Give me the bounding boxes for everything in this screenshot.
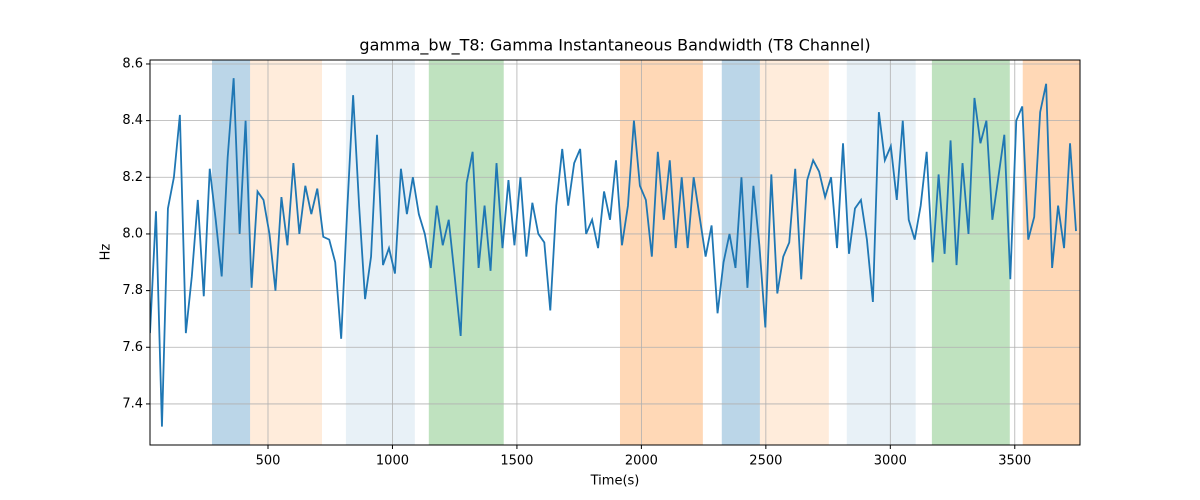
y-tick-label: 8.4 [122,113,143,128]
x-tick-label: 3500 [998,454,1031,469]
x-tick-label: 1500 [500,454,533,469]
shaded-span [619,60,703,445]
shaded-span [345,60,415,445]
y-axis-label: Hz [99,244,114,261]
shaded-span [846,60,916,445]
x-tick-label: 2500 [749,454,782,469]
data-line [150,78,1077,427]
y-tick-label: 7.4 [122,396,143,411]
shaded-span [428,60,504,445]
shaded-span [250,60,323,445]
y-tick-label: 7.8 [122,283,143,298]
shaded-span [931,60,1010,445]
shaded-span [721,60,760,445]
plot-frame [149,59,1081,446]
y-tick-label: 8.6 [122,56,143,71]
y-tick-label: 8.2 [122,170,143,185]
chart-title: gamma_bw_T8: Gamma Instantaneous Bandwid… [359,36,870,56]
x-tick-label: 2000 [625,454,658,469]
y-tick-label: 7.6 [122,340,143,355]
x-axis-label: Time(s) [590,474,640,489]
x-tick-label: 3000 [874,454,907,469]
x-tick-label: 500 [256,454,281,469]
x-tick-label: 1000 [376,454,409,469]
y-tick-label: 8.0 [122,226,143,241]
shaded-span [759,60,829,445]
